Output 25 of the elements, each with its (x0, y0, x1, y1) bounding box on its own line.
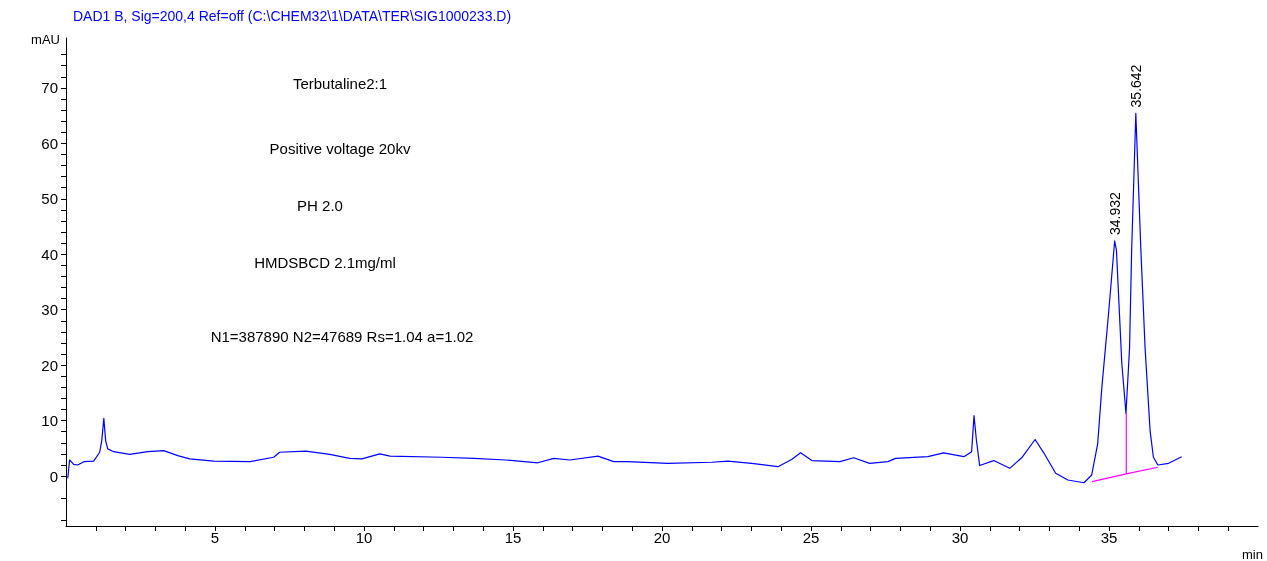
x-tick-label: 30 (951, 529, 969, 546)
annotation: Positive voltage 20kv (269, 139, 411, 157)
y-tick-label: 20 (41, 356, 58, 374)
annotation: Terbutaline2:1 (292, 74, 388, 92)
x-tick-label: 20 (653, 529, 671, 546)
y-tick-label: 40 (41, 245, 58, 263)
y-axis-title: mAU (31, 32, 60, 47)
annotation: PH 2.0 (297, 196, 343, 214)
y-tick-label: 50 (41, 190, 58, 208)
x-tick-label: 10 (355, 529, 373, 546)
y-tick-label: 70 (41, 79, 58, 97)
y-tick-label: 60 (41, 134, 58, 152)
y-tick-label: 30 (41, 301, 58, 319)
chart-title: DAD1 B, Sig=200,4 Ref=off (C:\CHEM32\1\DATA\TER\SIG1000233.D) (73, 8, 512, 24)
annotation: 35.642 (1127, 64, 1144, 108)
y-tick-label: 10 (41, 412, 58, 430)
x-tick-label: 25 (802, 529, 820, 546)
x-tick-label: 35 (1100, 529, 1118, 546)
annotation: HMDSBCD 2.1mg/ml (254, 253, 396, 271)
x-tick-label: 5 (210, 529, 220, 546)
annotation: 34.932 (1106, 191, 1123, 235)
x-tick-label: 15 (504, 529, 522, 546)
x-axis-title: min (1242, 547, 1263, 561)
y-tick-label: 0 (49, 467, 58, 485)
annotation: N1=387890 N2=47689 Rs=1.04 a=1.02 (210, 327, 474, 345)
